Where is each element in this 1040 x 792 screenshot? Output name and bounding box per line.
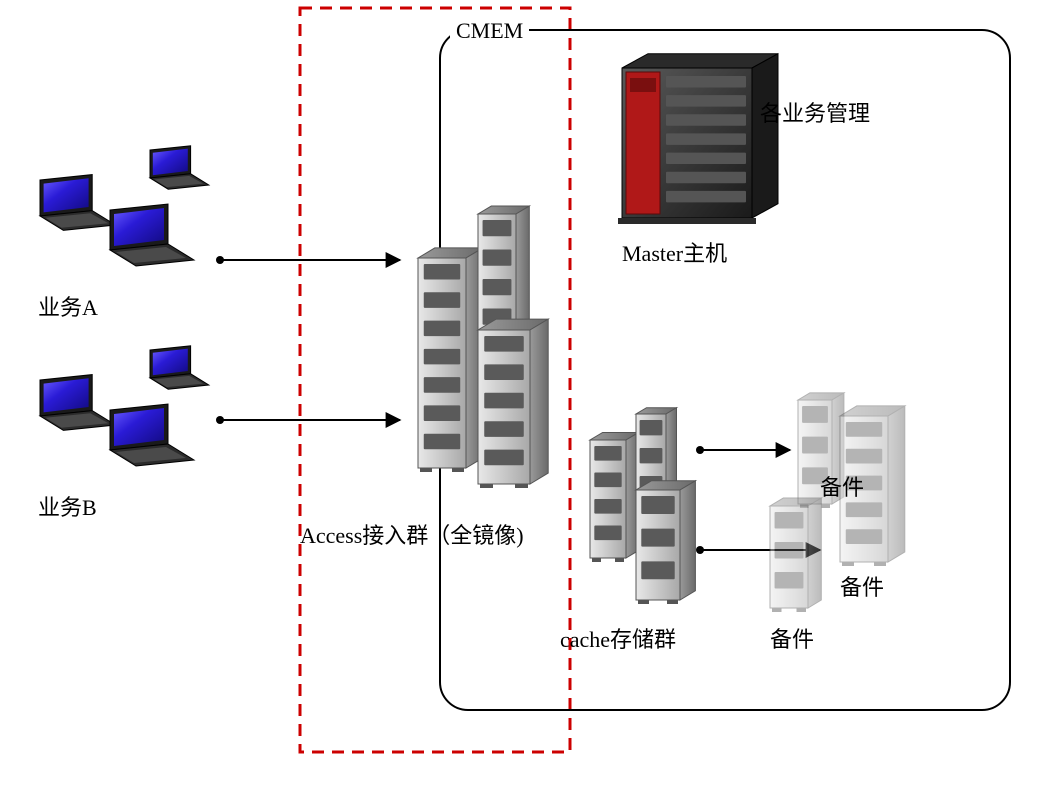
label-bak3: 备件 xyxy=(770,622,814,654)
label-cmem: CMEM xyxy=(450,18,529,44)
server-icon xyxy=(636,481,695,604)
laptop-icon xyxy=(110,204,194,266)
server-icon xyxy=(478,319,548,488)
label-cache: cache存储群 xyxy=(560,622,676,654)
label-master: Master主机 xyxy=(622,236,727,268)
label-biz-a: 业务A xyxy=(38,290,98,322)
diagram-canvas xyxy=(0,0,1040,792)
laptop-icon xyxy=(40,375,116,431)
master-server-icon xyxy=(618,54,778,224)
laptop-icon xyxy=(150,146,209,189)
label-biz-b: 业务B xyxy=(38,490,97,522)
label-mgmt: 各业务管理 xyxy=(760,96,870,128)
laptop-icon xyxy=(40,175,116,231)
server-icon xyxy=(590,432,639,562)
laptop-icon xyxy=(150,346,209,389)
master-server xyxy=(618,54,778,224)
server-icon xyxy=(770,498,821,612)
label-bak1: 备件 xyxy=(820,470,864,502)
label-bak2: 备件 xyxy=(840,570,884,602)
laptop-icon xyxy=(110,404,194,466)
server-icon xyxy=(418,248,483,472)
label-access: Access接入群（全镜像) xyxy=(300,518,524,550)
